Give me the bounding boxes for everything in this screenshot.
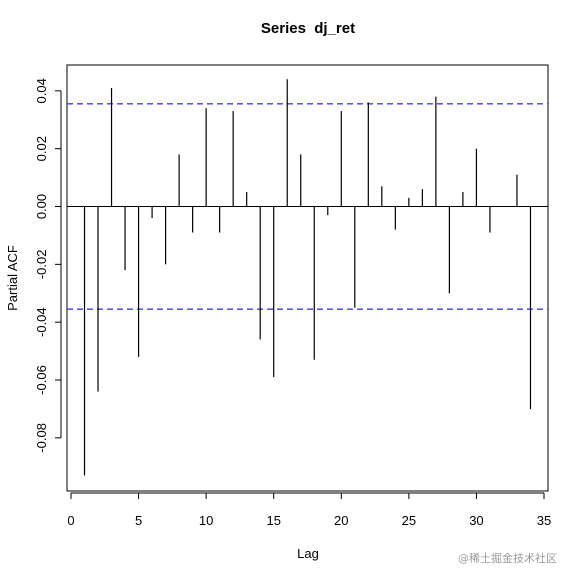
y-tick-label-3: -0.02 [34, 250, 49, 280]
y-tick-label-5: 0.02 [34, 136, 49, 161]
x-tick-label-0: 0 [67, 513, 74, 528]
x-tick-label-20: 20 [334, 513, 348, 528]
x-tick-label-25: 25 [402, 513, 416, 528]
plot-frame [66, 64, 549, 492]
pacf-bars [83, 79, 532, 476]
x-tick-label-35: 35 [537, 513, 551, 528]
watermark: @稀土掘金技术社区 [458, 552, 557, 565]
y-axis: -0.08 -0.06 -0.04 -0.02 0.00 0.02 0.04 [34, 78, 62, 453]
y-axis-label: Partial ACF [5, 245, 20, 311]
x-tick-label-30: 30 [469, 513, 483, 528]
x-tick-label-5: 5 [135, 513, 142, 528]
chart-title: Series dj_ret [261, 20, 355, 37]
x-axis: 0 5 10 15 20 25 30 35 [67, 492, 551, 528]
x-tick-label-10: 10 [199, 513, 213, 528]
x-tick-label-15: 15 [266, 513, 280, 528]
y-tick-label-2: -0.04 [34, 307, 49, 337]
y-tick-label-0: -0.08 [34, 423, 49, 453]
confidence-lines [67, 103, 548, 310]
y-tick-label-6: 0.04 [34, 78, 49, 103]
y-tick-label-1: -0.06 [34, 365, 49, 395]
y-tick-label-4: 0.00 [34, 194, 49, 219]
x-axis-label: Lag [297, 546, 319, 561]
